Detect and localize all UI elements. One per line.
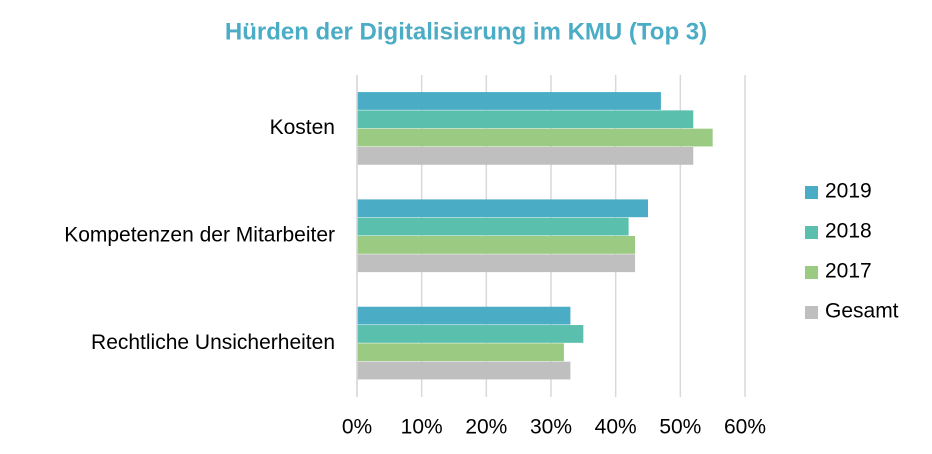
y-tick-label: Kosten (270, 116, 335, 139)
bar (357, 236, 636, 254)
legend-swatch (805, 226, 818, 239)
bar (357, 217, 629, 236)
bar (357, 361, 571, 380)
legend-swatch (805, 266, 818, 279)
bar (357, 325, 584, 343)
bar (357, 92, 661, 110)
legend-swatch (805, 186, 818, 199)
x-tick-label: 10% (401, 416, 443, 439)
bar (357, 146, 694, 165)
x-tick-label: 40% (595, 416, 637, 439)
y-tick-label: Rechtliche Unsicherheiten (91, 331, 335, 354)
chart-title: Hürden der Digitalisierung im KMU (Top 3… (225, 18, 707, 45)
x-tick-label: 60% (724, 416, 766, 439)
legend-label: 2019 (825, 180, 872, 203)
bar (357, 254, 636, 273)
legend-label: 2017 (825, 260, 872, 283)
x-tick-label: 50% (659, 416, 701, 439)
bar (357, 110, 694, 129)
bar (357, 128, 713, 147)
x-tick-label: 0% (342, 416, 372, 439)
bar (357, 199, 648, 218)
legend-swatch (805, 306, 818, 319)
x-tick-label: 20% (465, 416, 507, 439)
bar (357, 306, 571, 325)
x-tick-label: 30% (530, 416, 572, 439)
y-tick-label: Kompetenzen der Mitarbeiter (64, 224, 335, 247)
legend-label: Gesamt (825, 300, 899, 323)
legend-label: 2018 (825, 220, 872, 243)
bar (357, 343, 564, 362)
